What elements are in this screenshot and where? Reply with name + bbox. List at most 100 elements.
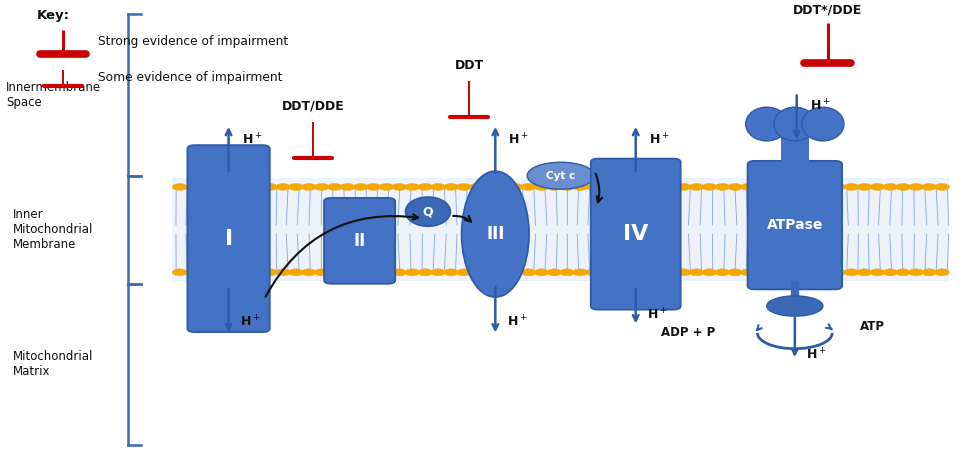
- FancyBboxPatch shape: [747, 161, 843, 289]
- Circle shape: [469, 269, 484, 276]
- Circle shape: [922, 183, 936, 191]
- Circle shape: [534, 183, 549, 191]
- Circle shape: [651, 269, 665, 276]
- Circle shape: [715, 269, 730, 276]
- Bar: [781, 137, 809, 182]
- Circle shape: [548, 269, 562, 276]
- Circle shape: [237, 183, 252, 191]
- Circle shape: [457, 183, 471, 191]
- Circle shape: [766, 269, 781, 276]
- Ellipse shape: [462, 171, 529, 297]
- Circle shape: [560, 269, 575, 276]
- Text: DDT*/DDE: DDT*/DDE: [793, 3, 862, 16]
- Circle shape: [495, 183, 510, 191]
- Circle shape: [689, 269, 704, 276]
- Circle shape: [573, 269, 587, 276]
- Circle shape: [224, 269, 239, 276]
- Text: H$^+$: H$^+$: [506, 314, 527, 329]
- Circle shape: [663, 183, 678, 191]
- Circle shape: [276, 183, 290, 191]
- Circle shape: [302, 183, 316, 191]
- Circle shape: [431, 183, 445, 191]
- Circle shape: [870, 183, 885, 191]
- Circle shape: [831, 269, 845, 276]
- Text: ADP + P: ADP + P: [661, 327, 715, 339]
- Circle shape: [935, 269, 950, 276]
- Circle shape: [457, 269, 471, 276]
- Circle shape: [443, 183, 458, 191]
- Ellipse shape: [766, 296, 823, 316]
- Circle shape: [328, 183, 342, 191]
- Circle shape: [792, 269, 807, 276]
- Text: III: III: [486, 225, 504, 243]
- Circle shape: [651, 183, 665, 191]
- Text: Some evidence of impairment: Some evidence of impairment: [97, 71, 282, 84]
- Circle shape: [328, 269, 342, 276]
- FancyBboxPatch shape: [591, 159, 681, 309]
- FancyBboxPatch shape: [187, 145, 270, 332]
- Circle shape: [780, 183, 794, 191]
- Circle shape: [741, 183, 756, 191]
- Circle shape: [689, 183, 704, 191]
- Circle shape: [211, 183, 226, 191]
- FancyBboxPatch shape: [324, 198, 395, 284]
- Ellipse shape: [774, 107, 816, 141]
- Circle shape: [263, 183, 278, 191]
- Text: DDT: DDT: [455, 59, 484, 72]
- Circle shape: [612, 183, 627, 191]
- Text: Inner
Mitochondrial
Membrane: Inner Mitochondrial Membrane: [13, 208, 94, 251]
- Circle shape: [276, 269, 290, 276]
- Circle shape: [573, 183, 587, 191]
- Circle shape: [405, 183, 419, 191]
- Text: H$^+$: H$^+$: [647, 307, 668, 323]
- Circle shape: [677, 183, 691, 191]
- Text: II: II: [354, 232, 365, 250]
- Circle shape: [586, 183, 601, 191]
- Text: H$^+$: H$^+$: [806, 348, 827, 363]
- Circle shape: [625, 269, 639, 276]
- Circle shape: [173, 183, 187, 191]
- Circle shape: [896, 183, 911, 191]
- Circle shape: [417, 183, 433, 191]
- Text: Strong evidence of impairment: Strong evidence of impairment: [97, 35, 288, 48]
- Text: H$^+$: H$^+$: [242, 132, 262, 147]
- Circle shape: [392, 269, 407, 276]
- Text: I: I: [225, 228, 232, 248]
- Text: DDT/DDE: DDT/DDE: [281, 100, 344, 113]
- Circle shape: [896, 269, 911, 276]
- Text: H$^+$: H$^+$: [508, 132, 529, 147]
- Ellipse shape: [406, 197, 450, 226]
- Circle shape: [431, 269, 445, 276]
- Ellipse shape: [802, 107, 844, 141]
- Circle shape: [263, 269, 278, 276]
- Circle shape: [844, 183, 859, 191]
- Text: ATPase: ATPase: [766, 218, 823, 232]
- Circle shape: [792, 183, 807, 191]
- Circle shape: [702, 183, 716, 191]
- Circle shape: [443, 269, 458, 276]
- Circle shape: [741, 269, 756, 276]
- Circle shape: [250, 183, 264, 191]
- Circle shape: [392, 183, 407, 191]
- Circle shape: [379, 269, 393, 276]
- Ellipse shape: [746, 107, 788, 141]
- Circle shape: [340, 183, 355, 191]
- Text: H$^+$: H$^+$: [240, 314, 260, 329]
- Text: Q: Q: [422, 205, 433, 218]
- Circle shape: [314, 183, 329, 191]
- Circle shape: [883, 183, 897, 191]
- Circle shape: [366, 183, 381, 191]
- Circle shape: [288, 269, 304, 276]
- Circle shape: [548, 183, 562, 191]
- Circle shape: [780, 269, 794, 276]
- Circle shape: [806, 183, 820, 191]
- Ellipse shape: [527, 162, 595, 189]
- Circle shape: [522, 269, 536, 276]
- Circle shape: [909, 183, 924, 191]
- Circle shape: [754, 183, 768, 191]
- Circle shape: [883, 269, 897, 276]
- Circle shape: [599, 183, 613, 191]
- Circle shape: [353, 269, 368, 276]
- Circle shape: [702, 269, 716, 276]
- Circle shape: [870, 269, 885, 276]
